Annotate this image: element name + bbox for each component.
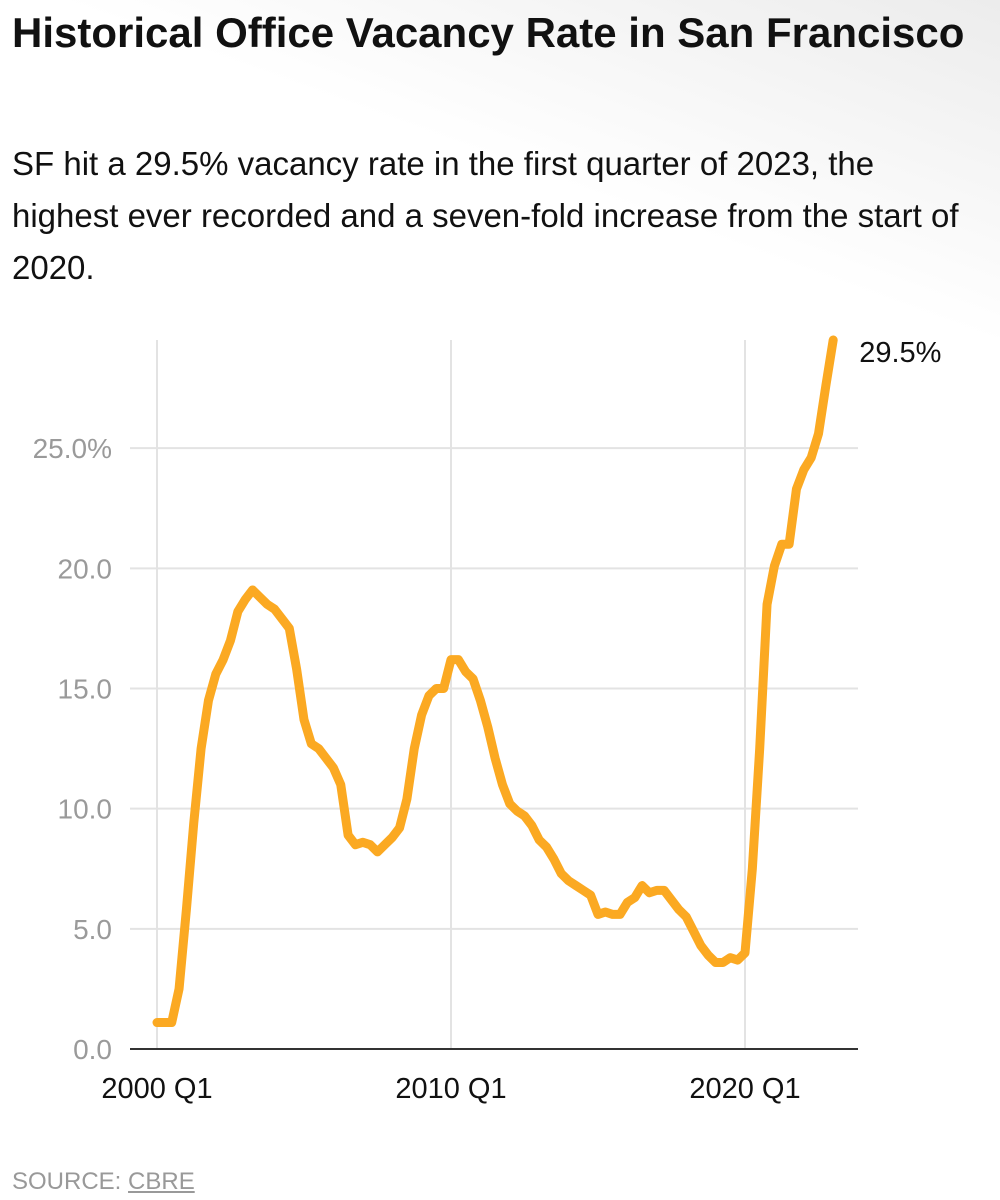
y-tick-label: 20.0 [58, 553, 113, 584]
y-tick-label: 25.0% [33, 433, 112, 464]
line [152, 335, 838, 1028]
x-tick-label: 2000 Q1 [101, 1073, 212, 1105]
chart-subtitle: SF hit a 29.5% vacancy rate in the first… [12, 145, 959, 286]
y-tick-label: 5.0 [73, 914, 112, 945]
y-tick-label: 10.0 [58, 794, 113, 825]
x-tick-label: 2020 Q1 [689, 1073, 800, 1105]
y-tick-label: 15.0 [58, 673, 113, 704]
value-label: 29.5% [859, 337, 941, 369]
source-link[interactable]: CBRE [128, 1168, 195, 1195]
chart-title: Historical Office Vacancy Rate in San Fr… [12, 9, 965, 56]
chart: 0.0 5.0 10.0 15.0 20.0 25.0% 2000 Q1 2010 Q1 202… [33, 335, 941, 1105]
x-tick-label: 2010 Q1 [395, 1073, 506, 1105]
source: SOURCE: CBRE [12, 1168, 195, 1196]
y-tick-label: 0.0 [73, 1034, 112, 1065]
source-prefix: SOURCE: [12, 1168, 122, 1195]
